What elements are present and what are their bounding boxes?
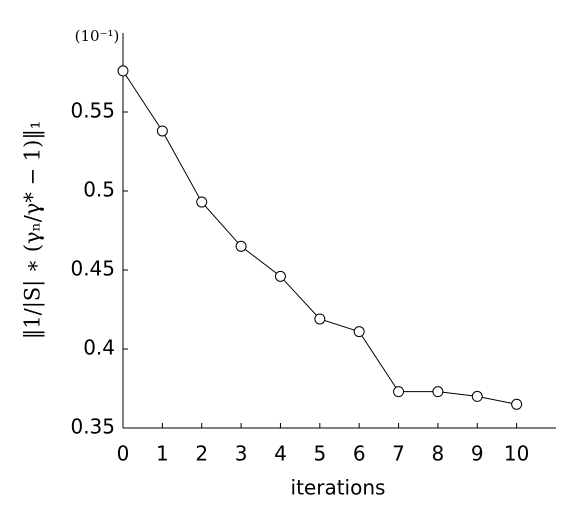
x-tick-label: 7 xyxy=(392,442,405,466)
y-tick-label: 0.35 xyxy=(70,415,115,439)
marker xyxy=(471,390,483,402)
y-tick-label: 0.5 xyxy=(83,178,115,202)
x-tick-label: 9 xyxy=(471,442,484,466)
x-tick-label: 8 xyxy=(432,442,445,466)
marker xyxy=(314,313,326,325)
marker xyxy=(353,326,365,338)
y-tick-label: 0.4 xyxy=(83,336,115,360)
x-tick-label: 4 xyxy=(274,442,287,466)
marker xyxy=(196,196,208,208)
marker xyxy=(432,386,444,398)
marker xyxy=(117,65,129,77)
x-tick-label: 0 xyxy=(117,442,130,466)
y-tick-label: 0.55 xyxy=(70,99,115,123)
line xyxy=(122,70,517,405)
y-tick-label: 0.45 xyxy=(70,257,115,281)
marker xyxy=(274,270,286,282)
marker xyxy=(511,398,523,410)
x-tick-label: 2 xyxy=(195,442,208,466)
x-tick-label: 10 xyxy=(504,442,529,466)
marker xyxy=(156,125,168,137)
marker xyxy=(235,240,247,252)
x-tick-label: 5 xyxy=(313,442,326,466)
x-tick-label: 6 xyxy=(353,442,366,466)
y-multiplier: (10⁻¹) xyxy=(75,27,120,45)
x-axis-label: iterations xyxy=(291,476,386,500)
marker xyxy=(393,386,405,398)
x-tick-label: 3 xyxy=(235,442,248,466)
x-tick-label: 1 xyxy=(156,442,169,466)
y-axis-label: ‖1/|S| ∗ (γₙ/γ* − 1)‖₁ xyxy=(21,121,46,339)
